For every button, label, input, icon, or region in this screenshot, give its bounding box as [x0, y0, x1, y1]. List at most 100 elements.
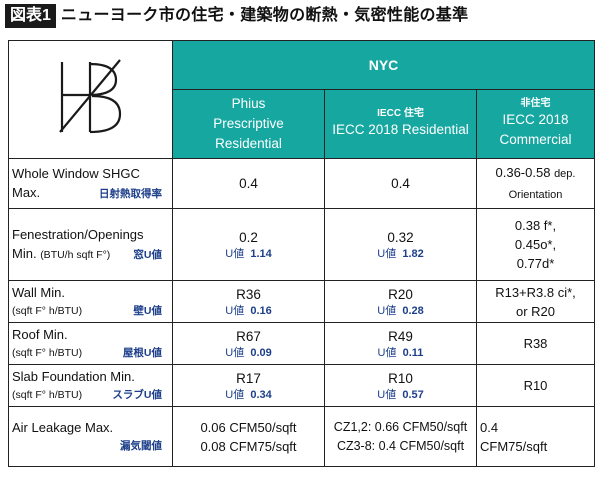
cell-line: R13+R3.8 ci*,	[495, 284, 576, 300]
row-label-unit: (sqft F° h/BTU)	[12, 388, 83, 401]
u-number: 0.11	[402, 346, 424, 359]
row-label-jp: 壁U値	[133, 304, 162, 317]
standards-table: NYC Phius Prescriptive Residential IECC …	[8, 40, 595, 467]
row-label: Whole Window SHGC Max. 日射熱取得率	[8, 158, 173, 209]
row-label-line1: Wall Min.	[12, 284, 65, 300]
col-phius-line3: Residential	[215, 136, 282, 151]
row-label-unit: (sqft F° h/BTU)	[12, 304, 83, 317]
u-label: U値	[225, 346, 245, 359]
u-label: U値	[225, 304, 245, 317]
cell-u-value: U値 0.09	[173, 346, 324, 360]
table-row: Fenestration/Openings Min. (BTU/h sqft F…	[8, 208, 595, 281]
cell-phius: R17 U値 0.34	[172, 364, 325, 407]
row-label-line1: Roof Min.	[12, 326, 68, 342]
col-iecc-com-line1: IECC 2018	[502, 112, 569, 127]
logo-cell	[8, 40, 173, 159]
cell-phius: 0.4	[172, 158, 325, 209]
row-label-line1: Slab Foundation Min.	[12, 368, 135, 384]
cell-iecc-res: 0.32 U値 1.82	[324, 208, 477, 281]
cell-u-value: U値 1.82	[325, 247, 476, 261]
table-row: Air Leakage Max. 漏気閾値 0.06 CFM50/sqft 0.…	[8, 406, 595, 467]
row-label-jp: 漏気閾値	[120, 439, 162, 452]
cell-line: 0.45o*,	[514, 237, 557, 252]
cell-iecc-res: CZ1,2: 0.66 CFM50/sqft CZ3-8: 0.4 CFM50/…	[324, 406, 477, 467]
cell-line: 0.77d*	[516, 256, 555, 271]
col-iecc-com-line2: Commercial	[499, 132, 572, 147]
u-label: U値	[225, 247, 245, 260]
cell-value: 0.36-0.58	[495, 164, 551, 180]
cell-phius: R67 U値 0.09	[172, 322, 325, 365]
cell-iecc-com: R38	[476, 322, 595, 365]
row-label-jp: 屋根U値	[122, 346, 162, 359]
u-label: U値	[377, 247, 397, 260]
cell-value: R20	[388, 286, 413, 302]
cell-value: 0.32	[387, 229, 414, 245]
cell-line: 0.08 CFM75/sqft	[200, 438, 297, 454]
cell-u-value: U値 0.57	[325, 388, 476, 402]
nyc-header: NYC	[172, 40, 595, 90]
u-label: U値	[377, 388, 397, 401]
col-iecc-res-jp: IECC 住宅	[377, 108, 424, 119]
row-label: Wall Min. (sqft F° h/BTU) 壁U値	[8, 280, 173, 323]
cell-note: dep.	[554, 167, 576, 180]
cell-u-value: U値 0.34	[173, 388, 324, 402]
cell-phius: 0.2 U値 1.14	[172, 208, 325, 281]
row-label-line2: Min.	[12, 245, 37, 261]
cell-line: CZ3-8: 0.4 CFM50/sqft	[336, 438, 465, 453]
cell-iecc-com: R13+R3.8 ci*, or R20	[476, 280, 595, 323]
row-label-line1: Whole Window SHGC	[12, 165, 140, 181]
cell-value: R67	[236, 328, 261, 344]
col-phius-line2: Prescriptive	[213, 116, 284, 131]
cell-value: R10	[388, 370, 413, 386]
cell-iecc-res: R10 U値 0.57	[324, 364, 477, 407]
cell-value: R36	[236, 286, 261, 302]
cell-line: or R20	[515, 303, 556, 319]
row-label-line2: Max.	[12, 184, 41, 200]
u-label: U値	[377, 304, 397, 317]
col-iecc-com-jp: 非住宅	[520, 98, 551, 109]
row-label-jp: スラブU値	[112, 388, 162, 401]
table-row: Slab Foundation Min. (sqft F° h/BTU) スラブU…	[8, 364, 595, 407]
cell-iecc-res: R20 U値 0.28	[324, 280, 477, 323]
figure-tag: 図表1	[5, 4, 56, 28]
cell-line: CZ1,2: 0.66 CFM50/sqft	[333, 419, 468, 434]
cell-iecc-com: 0.38 f*, 0.45o*, 0.77d*	[476, 208, 595, 281]
cell-u-value: U値 0.16	[173, 304, 324, 318]
u-label: U値	[225, 388, 245, 401]
col-iecc-res-header: IECC 住宅 IECC 2018 Residential	[324, 89, 477, 159]
row-label: Fenestration/Openings Min. (BTU/h sqft F…	[8, 208, 173, 281]
row-label-jp: 日射熱取得率	[99, 187, 162, 200]
cell-iecc-com: 0.4 CFM75/sqft	[476, 406, 595, 467]
row-label-jp: 窓U値	[133, 248, 162, 261]
table-row: Roof Min. (sqft F° h/BTU) 屋根U値 R67 U値 0.0…	[8, 322, 595, 365]
cell-iecc-com: R10	[476, 364, 595, 407]
cell-line: 0.38 f*,	[514, 218, 557, 233]
cell-line: 0.4	[480, 419, 499, 435]
cell-value: R17	[236, 370, 261, 386]
u-number: 0.57	[402, 388, 424, 401]
row-label-unit: (BTU/h sqft F°)	[40, 248, 111, 261]
figure-title-text: ニューヨーク市の住宅・建築物の断熱・気密性能の基準	[60, 7, 469, 24]
row-label: Air Leakage Max. 漏気閾値	[8, 406, 173, 467]
row-label: Slab Foundation Min. (sqft F° h/BTU) スラブU…	[8, 364, 173, 407]
row-label: Roof Min. (sqft F° h/BTU) 屋根U値	[8, 322, 173, 365]
hb-logo-icon	[58, 59, 121, 134]
cell-iecc-res: 0.4	[324, 158, 477, 209]
cell-phius: 0.06 CFM50/sqft 0.08 CFM75/sqft	[172, 406, 325, 467]
u-number: 0.09	[250, 346, 272, 359]
u-label: U値	[377, 346, 397, 359]
cell-u-value: U値 0.28	[325, 304, 476, 318]
u-number: 1.82	[402, 247, 424, 260]
cell-u-value: U値 1.14	[173, 247, 324, 261]
cell-note: Orientation	[508, 188, 563, 201]
figure-title: 図表1 ニューヨーク市の住宅・建築物の断熱・気密性能の基準	[5, 3, 468, 29]
col-iecc-res-main: IECC 2018 Residential	[332, 122, 469, 137]
cell-iecc-com: 0.36-0.58 dep. Orientation	[476, 158, 595, 209]
row-label-unit: (sqft F° h/BTU)	[12, 346, 83, 359]
cell-phius: R36 U値 0.16	[172, 280, 325, 323]
u-number: 0.16	[250, 304, 272, 317]
row-label-line1: Fenestration/Openings	[12, 226, 144, 242]
col-phius-header: Phius Prescriptive Residential	[172, 89, 325, 159]
col-iecc-com-header: 非住宅 IECC 2018 Commercial	[476, 89, 595, 159]
table-row: Wall Min. (sqft F° h/BTU) 壁U値 R36 U値 0.16…	[8, 280, 595, 323]
